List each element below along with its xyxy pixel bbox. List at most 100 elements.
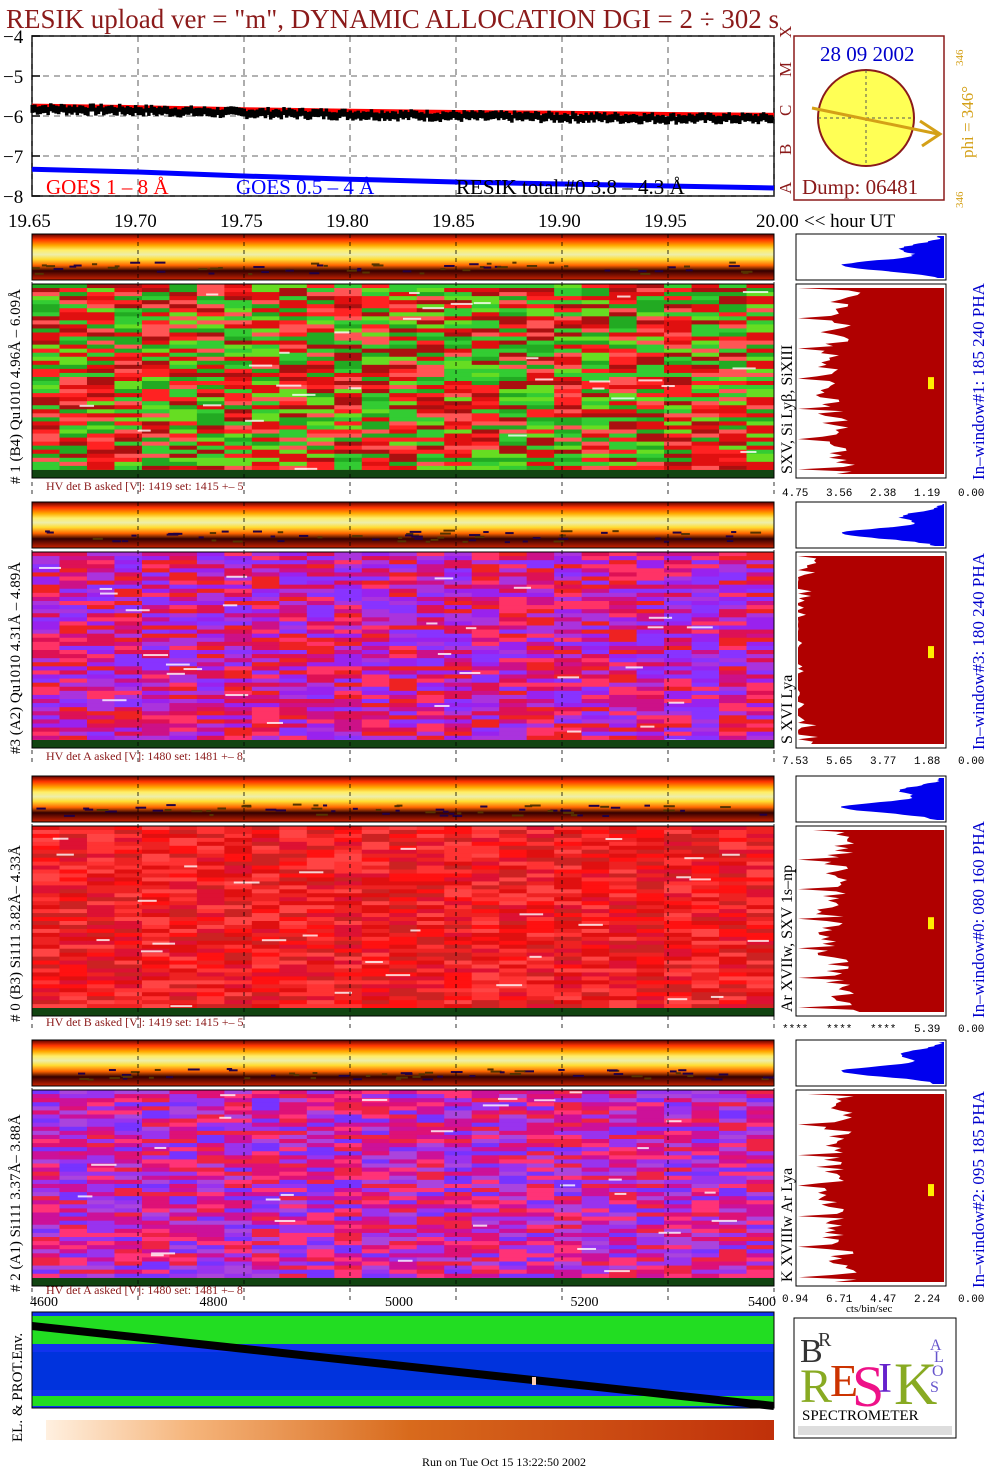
spectrogram-cell bbox=[746, 948, 775, 954]
spectrogram-cell bbox=[32, 826, 60, 831]
data-point bbox=[647, 113, 652, 122]
spectrogram-cell bbox=[141, 328, 170, 333]
spectrogram-cell bbox=[471, 641, 500, 647]
spectrogram-cell bbox=[169, 629, 198, 635]
spectrogram-cell bbox=[581, 964, 610, 969]
spectrogram-cell bbox=[444, 425, 473, 430]
spectrogram-cell bbox=[416, 731, 445, 737]
spectrogram-cell bbox=[719, 873, 748, 878]
spectrogram-cell bbox=[746, 348, 775, 354]
data-point bbox=[62, 104, 66, 113]
data-point bbox=[64, 107, 69, 116]
spectrogram-cell bbox=[526, 960, 555, 966]
spectrogram-cell bbox=[636, 385, 665, 390]
spectrogram-cell bbox=[306, 694, 335, 700]
spectrogram-cell bbox=[499, 901, 528, 906]
spectrogram-cell bbox=[554, 731, 583, 737]
spectrogram-cell bbox=[279, 829, 308, 835]
data-point bbox=[192, 108, 196, 117]
spectrogram-cell bbox=[86, 865, 115, 871]
band-speckle bbox=[514, 1070, 526, 1073]
spectrogram-cell bbox=[719, 972, 748, 977]
spectrogram-cell bbox=[196, 932, 225, 938]
spectrogram-cell bbox=[526, 735, 555, 741]
spectrogram-cell bbox=[416, 389, 445, 394]
spectrogram-highlight bbox=[648, 616, 673, 619]
spectrogram-cell bbox=[279, 719, 308, 724]
spectrogram-cell bbox=[279, 340, 308, 346]
spectrogram-cell bbox=[664, 572, 693, 577]
spectrogram-cell bbox=[719, 944, 748, 950]
spectrogram-cell bbox=[746, 1000, 775, 1005]
spectrogram-cell bbox=[664, 1106, 693, 1111]
spectrogram-cell bbox=[59, 613, 88, 618]
spectrogram-cell bbox=[59, 853, 88, 859]
band-speckle bbox=[166, 804, 176, 807]
data-point bbox=[740, 112, 745, 121]
spectrogram-cell bbox=[334, 324, 363, 329]
spectrogram-cell bbox=[334, 641, 363, 647]
spectrogram-cell bbox=[334, 857, 363, 863]
spectrogram-cell bbox=[141, 1110, 170, 1115]
spectrogram-cell bbox=[554, 344, 583, 350]
spectrogram-cell bbox=[691, 690, 720, 696]
spectrogram-cell bbox=[334, 645, 363, 651]
spectrogram-cell bbox=[141, 996, 170, 1001]
spectrogram-cell bbox=[196, 984, 225, 989]
spectrogram-cell bbox=[444, 348, 473, 354]
spectrogram-cell bbox=[59, 316, 88, 321]
spectrogram-cell bbox=[169, 964, 198, 969]
spectrogram-cell bbox=[141, 837, 170, 843]
spectrogram-cell bbox=[251, 924, 280, 930]
spectrogram-cell bbox=[334, 913, 363, 918]
spectrogram-cell bbox=[554, 1110, 583, 1115]
spectrogram-cell bbox=[526, 332, 555, 338]
spectrogram-cell bbox=[471, 715, 500, 720]
spectrogram-cell bbox=[196, 625, 225, 631]
spectrogram-cell bbox=[471, 592, 500, 598]
spectrogram-cell bbox=[444, 960, 473, 966]
spectrogram-cell bbox=[554, 409, 583, 414]
spectrogram-cell bbox=[581, 433, 610, 439]
spectrogram-cell bbox=[251, 324, 280, 329]
spectrogram-cell bbox=[416, 881, 445, 886]
spectrogram-cell bbox=[224, 1098, 253, 1103]
spectrogram-cell bbox=[141, 960, 170, 966]
spectrogram-cell bbox=[471, 1118, 500, 1124]
spectrogram-cell bbox=[444, 662, 473, 667]
band-speckle bbox=[78, 1072, 86, 1075]
spectrogram-cell bbox=[389, 666, 418, 671]
spectrogram-cell bbox=[86, 556, 115, 561]
spectrogram-cell bbox=[526, 336, 555, 342]
spectrogram-cell bbox=[581, 873, 610, 878]
spectrogram-cell bbox=[169, 288, 198, 293]
spectrogram-cell bbox=[196, 605, 225, 610]
spectrogram-cell bbox=[59, 849, 88, 855]
spectrogram-cell bbox=[334, 829, 363, 835]
spectrogram-cell bbox=[664, 853, 693, 859]
spectrogram-cell bbox=[499, 972, 528, 977]
spectrogram-highlight bbox=[225, 694, 249, 697]
spectrogram-cell bbox=[581, 996, 610, 1001]
spectrogram-cell bbox=[114, 682, 143, 688]
spectrogram-highlight bbox=[143, 654, 169, 657]
band-speckle bbox=[275, 809, 286, 812]
spectrogram-cell bbox=[746, 861, 775, 867]
spectrogram-cell bbox=[389, 1090, 418, 1095]
spectrogram-cell bbox=[719, 1090, 748, 1095]
spectrogram-cell bbox=[499, 625, 528, 631]
spectrogram-cell bbox=[86, 988, 115, 993]
data-point bbox=[743, 113, 747, 122]
data-point bbox=[547, 110, 551, 119]
spectrogram-cell bbox=[746, 944, 775, 950]
data-point bbox=[385, 111, 390, 120]
spectrogram-cell bbox=[609, 727, 638, 733]
spectrogram-cell bbox=[279, 348, 308, 354]
spectrogram-cell bbox=[334, 960, 363, 966]
spectrogram-cell bbox=[636, 1118, 665, 1124]
band-speckle bbox=[570, 814, 580, 817]
spectrogram-cell bbox=[554, 621, 583, 626]
spectrogram-cell bbox=[224, 465, 253, 471]
band-speckle bbox=[210, 267, 219, 270]
spectrogram-cell bbox=[361, 881, 390, 886]
